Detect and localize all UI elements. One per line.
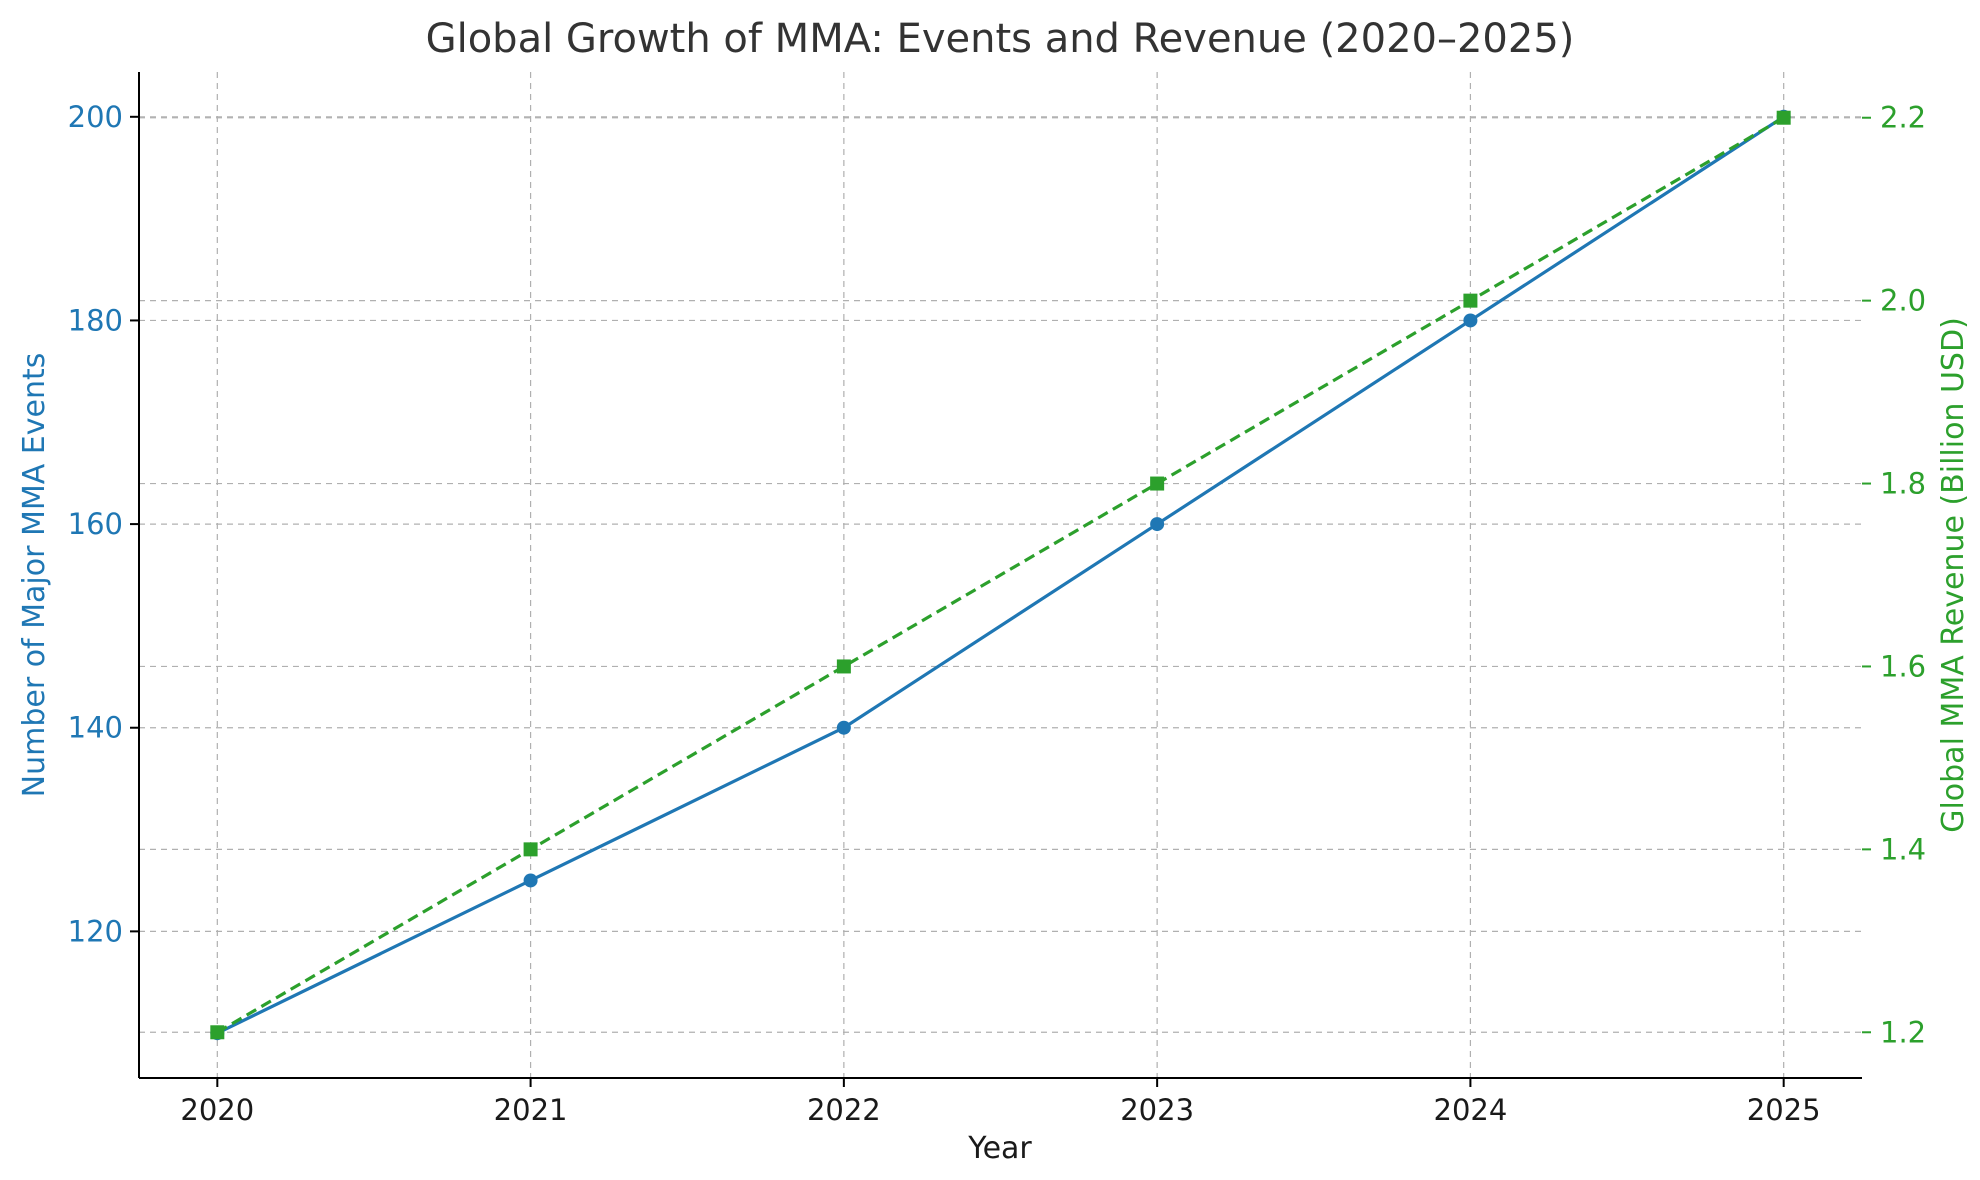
data-point-right (1776, 110, 1791, 125)
axes-layer (138, 72, 1862, 1079)
series-line-right (216, 116, 1785, 1034)
y-left-tick-label: 180 (68, 303, 123, 337)
y-right-tick-label: 2.0 (1880, 284, 1926, 318)
x-tick-label: 2024 (1434, 1093, 1508, 1127)
y-right-tick-label: 1.2 (1880, 1015, 1926, 1049)
y-right-tick-label: 1.6 (1880, 649, 1926, 683)
data-point-right (836, 659, 851, 674)
y-left-tick-label: 200 (68, 100, 123, 134)
x-tick-label: 2023 (1120, 1093, 1194, 1127)
series-line-left (216, 115, 1785, 1035)
chart-title: Global Growth of MMA: Events and Revenue… (426, 16, 1575, 62)
series-layer (210, 109, 1791, 1041)
y-right-tick-label: 1.4 (1880, 832, 1926, 866)
y-right-tick-label: 2.2 (1880, 101, 1926, 135)
data-point-right (210, 1025, 225, 1040)
y-axis-left-label: Number of Major MMA Events (17, 353, 52, 798)
x-tick-label: 2020 (180, 1093, 254, 1127)
data-point-left (1150, 517, 1165, 532)
data-point-right (1463, 293, 1478, 308)
data-point-left (1463, 313, 1478, 328)
y-left-tick-label: 140 (68, 711, 123, 745)
x-tick-label: 2021 (494, 1093, 568, 1127)
ticks-layer: 2020 2021 2022 2023 2024 2025 120 140 160 180 200 1… (68, 100, 1926, 1127)
y-right-tick-label: 1.8 (1880, 467, 1926, 501)
grid-layer (139, 72, 1862, 1078)
data-point-right (523, 842, 538, 857)
x-tick-label: 2022 (807, 1093, 881, 1127)
x-tick-label: 2025 (1747, 1093, 1821, 1127)
data-point-left (523, 873, 538, 888)
y-left-tick-label: 120 (68, 914, 123, 948)
x-axis-label: Year (967, 1131, 1032, 1166)
data-point-left (836, 720, 851, 735)
data-point-right (1150, 476, 1165, 491)
y-axis-right-label: Global MMA Revenue (Billion USD) (1936, 317, 1971, 833)
y-left-tick-label: 160 (68, 507, 123, 541)
